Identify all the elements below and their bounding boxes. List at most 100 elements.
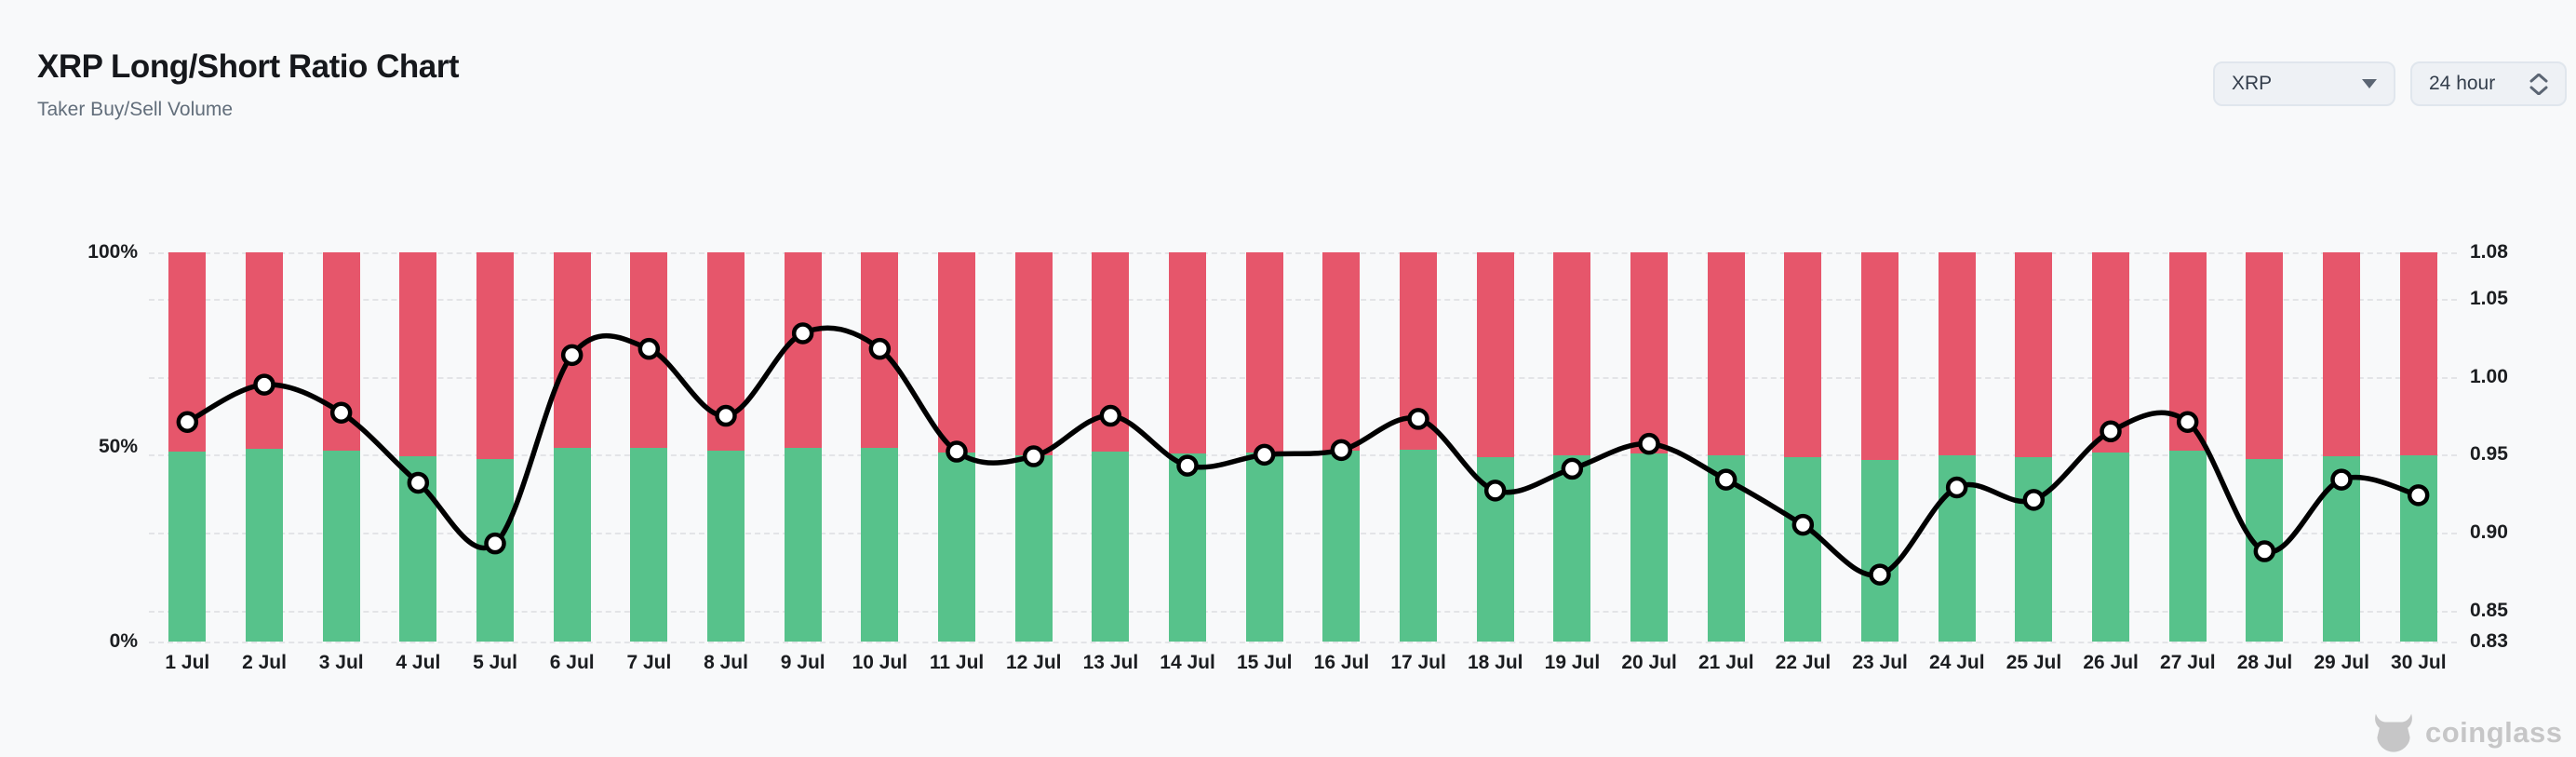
x-axis-label: 17 Jul (1390, 652, 1446, 673)
watermark-text: coinglass (2425, 716, 2563, 749)
taker-sell-bar-segment (246, 252, 283, 450)
price-marker (1022, 445, 1045, 467)
x-axis-label: 3 Jul (318, 652, 364, 673)
taker-buy-bar-segment (2092, 452, 2130, 642)
bar-slot (2149, 252, 2226, 642)
bar-slot (533, 252, 610, 642)
grid-line (149, 252, 2457, 254)
grid-line (149, 299, 2457, 302)
x-axis-label: 1 Jul (165, 652, 210, 673)
price-marker (329, 401, 353, 424)
interval-select[interactable]: 24 hour (2410, 61, 2567, 106)
y-axis-right-label: 0.83 (2470, 630, 2508, 652)
stacked-bar (1014, 252, 1053, 642)
grid-line (149, 532, 2457, 534)
taker-sell-bar-segment (2399, 252, 2437, 455)
taker-sell-bar-segment (1245, 252, 1283, 453)
symbol-select[interactable]: XRP (2213, 61, 2395, 106)
x-axis-label: 4 Jul (396, 652, 441, 673)
x-axis-label: 13 Jul (1082, 652, 1139, 673)
x-axis-label: 30 Jul (2391, 652, 2447, 673)
chart-plot-area[interactable]: coinglass (149, 252, 2562, 752)
taker-sell-bar-segment (784, 252, 822, 449)
bar-slot (919, 252, 996, 642)
taker-sell-bar-segment (1553, 252, 1591, 455)
price-marker (1791, 513, 1815, 536)
x-axis-label: 15 Jul (1236, 652, 1293, 673)
price-marker (637, 337, 661, 360)
x-axis-label: 14 Jul (1160, 652, 1215, 673)
taker-buy-bar-segment (246, 449, 283, 642)
taker-sell-bar-segment (2092, 252, 2130, 453)
price-marker (2022, 489, 2046, 511)
bar-slot (610, 252, 688, 642)
price-marker (2253, 540, 2276, 562)
y-axis-right-label: 0.95 (2470, 443, 2508, 466)
x-axis-label: 20 Jul (1621, 652, 1677, 673)
price-marker (1945, 476, 1968, 499)
y-axis-left: 100% 50% 0% (0, 241, 138, 652)
price-marker (253, 373, 275, 396)
bar-slot (1534, 252, 1611, 642)
stacked-bar (1861, 252, 1899, 642)
y-axis-left-label: 100% (87, 241, 138, 263)
x-axis-label: 28 Jul (2236, 652, 2293, 673)
x-axis-label: 24 Jul (1929, 652, 1985, 673)
price-marker (1638, 432, 1660, 455)
x-axis-label: 8 Jul (704, 652, 748, 673)
taker-sell-bar-segment (1476, 252, 1514, 457)
price-line-layer (176, 322, 2430, 586)
x-axis-label: 23 Jul (1852, 652, 1908, 673)
grid-line (149, 642, 2457, 643)
taker-buy-bar-segment (1861, 459, 1899, 642)
grid-line (149, 610, 2457, 613)
stacked-bar (2168, 252, 2207, 642)
price-marker (1099, 404, 1122, 427)
taker-sell-bar-segment (2323, 252, 2361, 456)
bar-slot (1995, 252, 2073, 642)
price-line (184, 325, 2422, 578)
taker-buy-bar-segment (1784, 457, 1822, 642)
bar-slot (2303, 252, 2381, 642)
x-axis-label: 19 Jul (1544, 652, 1601, 673)
taker-buy-bar-segment (1630, 453, 1669, 642)
bar-slot (1918, 252, 1995, 642)
taker-sell-bar-segment (1784, 252, 1822, 458)
price-marker (560, 344, 584, 367)
y-axis-right-label: 0.85 (2470, 599, 2508, 621)
bar-slot (995, 252, 1072, 642)
x-axis-label: 21 Jul (1698, 652, 1754, 673)
stacked-bar (707, 252, 745, 642)
price-marker (2407, 484, 2430, 507)
taker-buy-bar-segment (938, 453, 976, 642)
stacked-bar (553, 252, 591, 642)
x-axis-label: 10 Jul (852, 652, 908, 673)
stacked-bar (2092, 252, 2130, 642)
x-axis-label: 18 Jul (1467, 652, 1523, 673)
price-marker (2100, 420, 2122, 443)
x-axis-label: 9 Jul (780, 652, 825, 673)
x-axis-label: 11 Jul (929, 652, 985, 673)
taker-buy-bar-segment (861, 448, 899, 642)
x-axis-label: 25 Jul (2006, 652, 2062, 673)
x-axis-label: 12 Jul (1005, 652, 1062, 673)
price-marker (715, 404, 737, 427)
stacked-bar (246, 252, 283, 642)
page-title: XRP Long/Short Ratio Chart (37, 48, 460, 85)
watermark: coinglass (2369, 709, 2563, 757)
stacked-bar (2015, 252, 2053, 642)
taker-sell-bar-segment (2015, 252, 2053, 457)
x-axis-label: 7 Jul (626, 652, 672, 673)
stacked-bar (1169, 252, 1207, 642)
price-marker (1483, 480, 1507, 502)
taker-sell-bar-segment (938, 252, 976, 453)
bars-layer (149, 252, 2457, 642)
price-marker (868, 337, 892, 360)
x-axis: 1 Jul 2 Jul 3 Jul 4 Jul 5 Jul 6 Jul 7 Jul 8 Jul… (149, 652, 2457, 674)
grid-line (149, 376, 2457, 379)
x-axis-label: 26 Jul (2083, 652, 2139, 673)
taker-sell-bar-segment (1014, 252, 1053, 455)
y-axis-right-label: 1.08 (2470, 241, 2508, 263)
bar-slot (1226, 252, 1303, 642)
taker-buy-bar-segment (553, 448, 591, 642)
